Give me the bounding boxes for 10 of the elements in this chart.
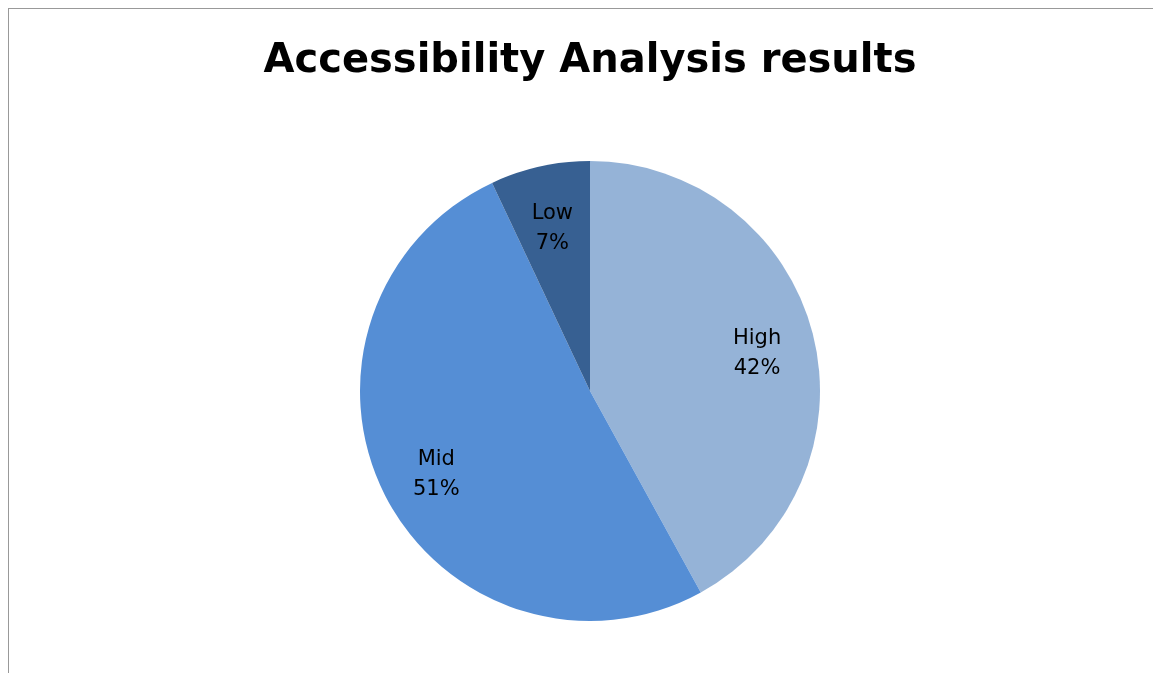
chart-title: Accessibility Analysis results [263,35,917,81]
data-label: 42% [733,355,781,380]
data-label: 7% [535,229,570,254]
data-label: 51% [412,476,460,501]
pie-slice [360,182,701,621]
pie-slice [492,161,590,391]
slice-label: High [732,325,782,350]
pie-slice [590,161,820,593]
slice-label: Low [531,199,574,224]
slice-label: Mid [417,446,455,471]
